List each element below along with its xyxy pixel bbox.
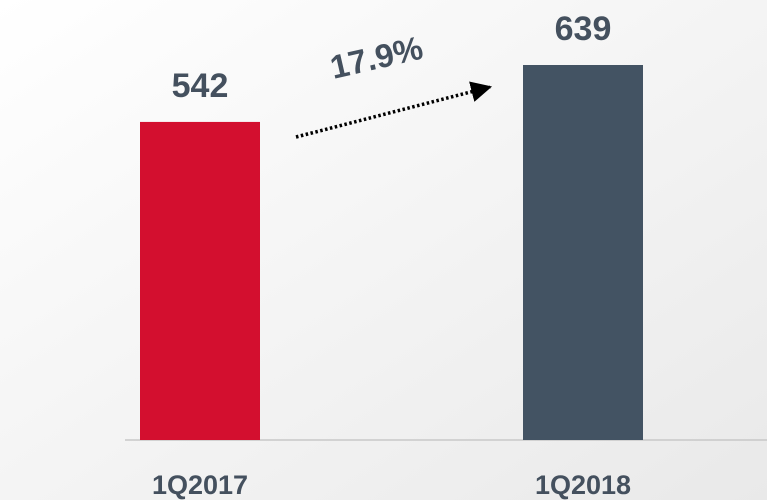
value-label: 542 bbox=[172, 67, 229, 105]
bar bbox=[140, 121, 260, 441]
x-tick-label: 1Q2018 bbox=[535, 470, 631, 500]
growth-arrow bbox=[295, 81, 493, 139]
x-tick-label: 1Q2017 bbox=[152, 470, 248, 500]
bar bbox=[523, 65, 643, 440]
value-label: 639 bbox=[555, 10, 612, 48]
